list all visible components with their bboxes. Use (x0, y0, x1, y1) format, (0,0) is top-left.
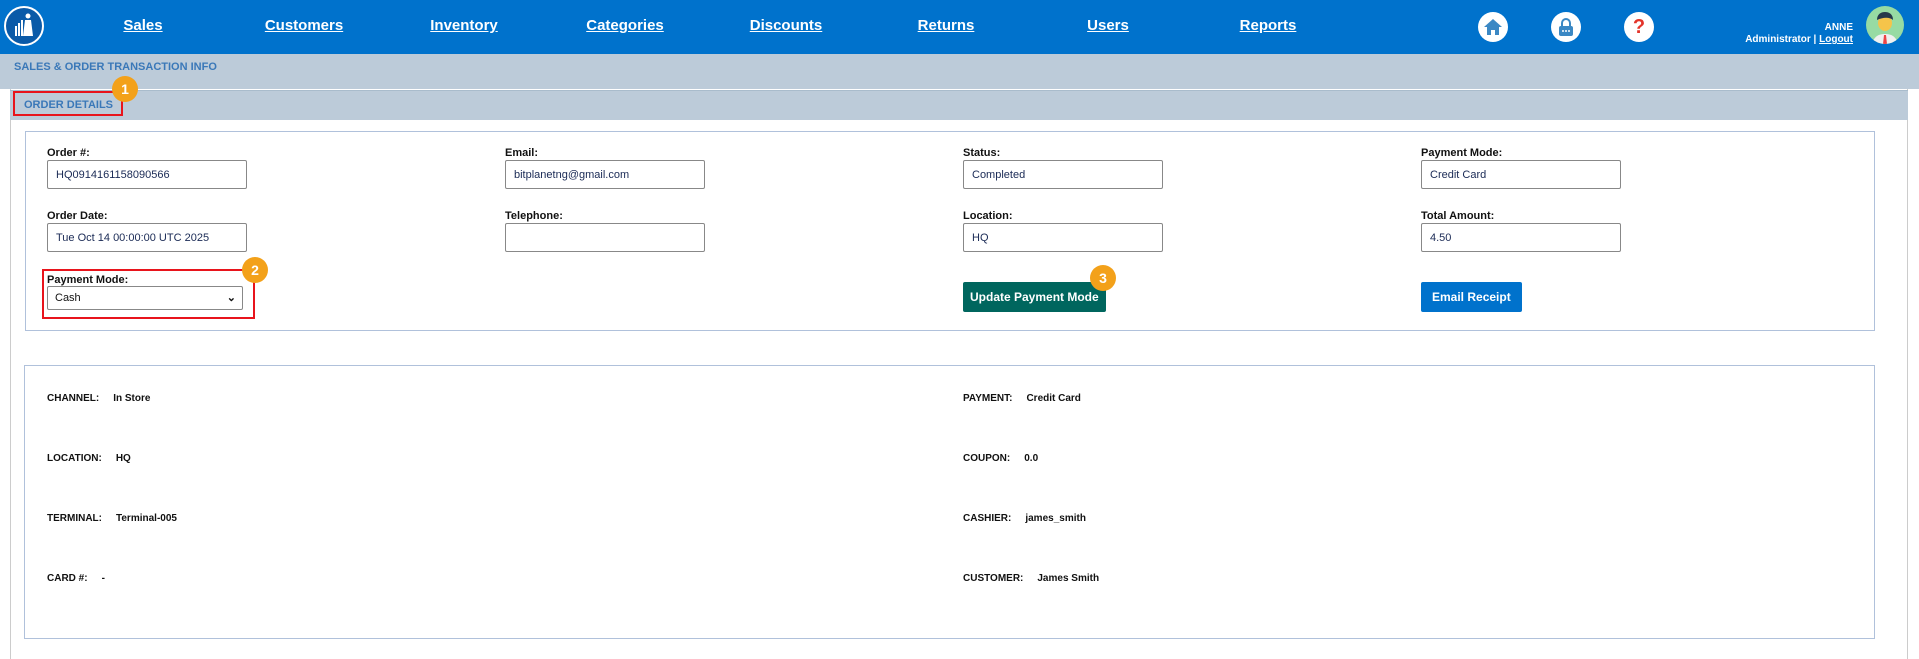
nav-returns[interactable]: Returns (917, 17, 975, 34)
help-icon[interactable]: ? (1624, 12, 1654, 42)
detail-cashier: CASHIER: james_smith (963, 513, 1086, 524)
lock-icon[interactable] (1551, 12, 1581, 42)
detail-value: - (101, 573, 105, 584)
detail-payment: PAYMENT: Credit Card (963, 393, 1081, 404)
detail-value: 0.0 (1024, 453, 1039, 464)
order-no-label: Order #: (47, 147, 90, 159)
update-payment-mode-button[interactable]: Update Payment Mode (963, 282, 1106, 312)
detail-value: james_smith (1025, 513, 1086, 524)
user-role: Administrator (1745, 34, 1811, 45)
detail-value: In Store (113, 393, 151, 404)
details-box (24, 365, 1875, 639)
detail-coupon: COUPON: 0.0 (963, 453, 1038, 464)
user-name: ANNE (1824, 22, 1853, 33)
detail-label: LOCATION: (47, 453, 102, 464)
payment-mode-selected: Cash (55, 292, 81, 304)
detail-location: LOCATION: HQ (47, 453, 131, 464)
detail-value: Terminal-005 (116, 513, 177, 524)
detail-label: COUPON: (963, 453, 1011, 464)
telephone-input[interactable] (505, 223, 705, 252)
section-header: ORDER DETAILS (10, 90, 1908, 120)
total-amount-input[interactable] (1421, 223, 1621, 252)
step-badge-2: 2 (242, 257, 268, 283)
avatar[interactable] (1866, 6, 1904, 44)
nav-discounts[interactable]: Discounts (749, 17, 823, 34)
user-info: ANNE Administrator | Logout (1745, 22, 1853, 45)
detail-value: Credit Card (1026, 393, 1081, 404)
status-input[interactable] (963, 160, 1163, 189)
nav-users[interactable]: Users (1087, 17, 1129, 34)
home-icon[interactable] (1478, 12, 1508, 42)
breadcrumb: SALES & ORDER TRANSACTION INFO (14, 61, 217, 73)
detail-terminal: TERMINAL: Terminal-005 (47, 513, 177, 524)
logo[interactable] (4, 6, 44, 46)
nav-customers[interactable]: Customers (264, 17, 344, 34)
email-label: Email: (505, 147, 539, 159)
detail-value: HQ (115, 453, 131, 464)
nav-inventory[interactable]: Inventory (430, 17, 498, 34)
page-container (10, 89, 1908, 659)
logout-link[interactable]: Logout (1819, 34, 1853, 45)
detail-label: TERMINAL: (47, 513, 102, 524)
total-amount-label: Total Amount: (1421, 210, 1495, 222)
highlight-box-2 (42, 269, 255, 319)
detail-label: CARD #: (47, 573, 88, 584)
detail-channel: CHANNEL: In Store (47, 393, 150, 404)
detail-label: CHANNEL: (47, 393, 100, 404)
detail-customer: CUSTOMER: James Smith (963, 573, 1099, 584)
nav-reports[interactable]: Reports (1239, 17, 1297, 34)
top-nav: Sales Customers Inventory Categories Dis… (0, 0, 1919, 54)
breadcrumb-bar: SALES & ORDER TRANSACTION INFO (0, 54, 1919, 89)
location-input[interactable] (963, 223, 1163, 252)
step-badge-3: 3 (1090, 265, 1116, 291)
detail-label: CASHIER: (963, 513, 1012, 524)
section-title[interactable]: ORDER DETAILS (24, 99, 114, 111)
chevron-down-icon: ⌄ (226, 292, 236, 304)
payment-mode-select-label: Payment Mode: (47, 274, 129, 286)
step-badge-1: 1 (112, 76, 138, 102)
nav-categories[interactable]: Categories (586, 17, 664, 34)
payment-mode-label: Payment Mode: (1421, 147, 1503, 159)
detail-label: CUSTOMER: (963, 573, 1024, 584)
order-no-input[interactable] (47, 160, 247, 189)
location-label: Location: (963, 210, 1013, 222)
payment-mode-select[interactable]: Cash ⌄ (47, 286, 243, 310)
detail-value: James Smith (1037, 573, 1100, 584)
detail-card: CARD #: - (47, 573, 105, 584)
email-input[interactable] (505, 160, 705, 189)
order-form-box (25, 131, 1875, 331)
telephone-label: Telephone: (505, 210, 563, 222)
detail-label: PAYMENT: (963, 393, 1013, 404)
nav-sales[interactable]: Sales (123, 17, 163, 34)
status-label: Status: (963, 147, 1001, 159)
order-date-input[interactable] (47, 223, 247, 252)
highlight-box-1 (13, 91, 123, 116)
email-receipt-button[interactable]: Email Receipt (1421, 282, 1522, 312)
order-date-label: Order Date: (47, 210, 108, 222)
payment-mode-input[interactable] (1421, 160, 1621, 189)
